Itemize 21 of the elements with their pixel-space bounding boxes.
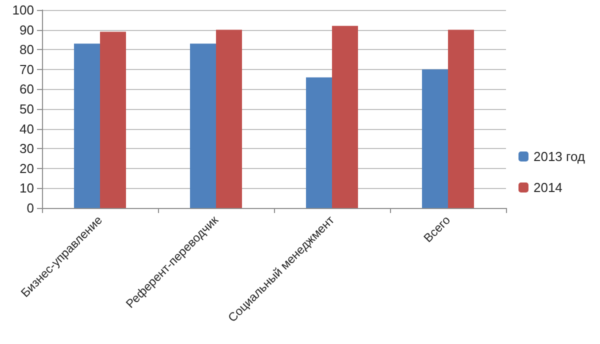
bar	[448, 30, 474, 208]
y-tick-label: 30	[20, 141, 34, 156]
y-tick-label: 70	[20, 62, 34, 77]
legend-label: 2013 год	[533, 149, 586, 164]
legend-label: 2014	[533, 180, 562, 195]
y-tick-label: 0	[26, 200, 34, 216]
y-tick-label: 90	[20, 22, 34, 38]
y-tick-label: 80	[20, 42, 34, 58]
y-tick-label: 50	[20, 102, 34, 116]
y-tick-label: 20	[20, 160, 34, 176]
y-tick-label: 60	[20, 82, 34, 97]
bar	[190, 44, 216, 208]
bar	[100, 32, 126, 208]
bar	[306, 77, 332, 208]
y-tick-label: 100	[12, 2, 34, 18]
y-tick-label: 40	[20, 121, 34, 136]
bar	[74, 44, 100, 208]
bar	[332, 26, 358, 208]
y-tick-label: 10	[20, 180, 34, 196]
bar	[216, 30, 242, 208]
bar	[422, 69, 448, 208]
